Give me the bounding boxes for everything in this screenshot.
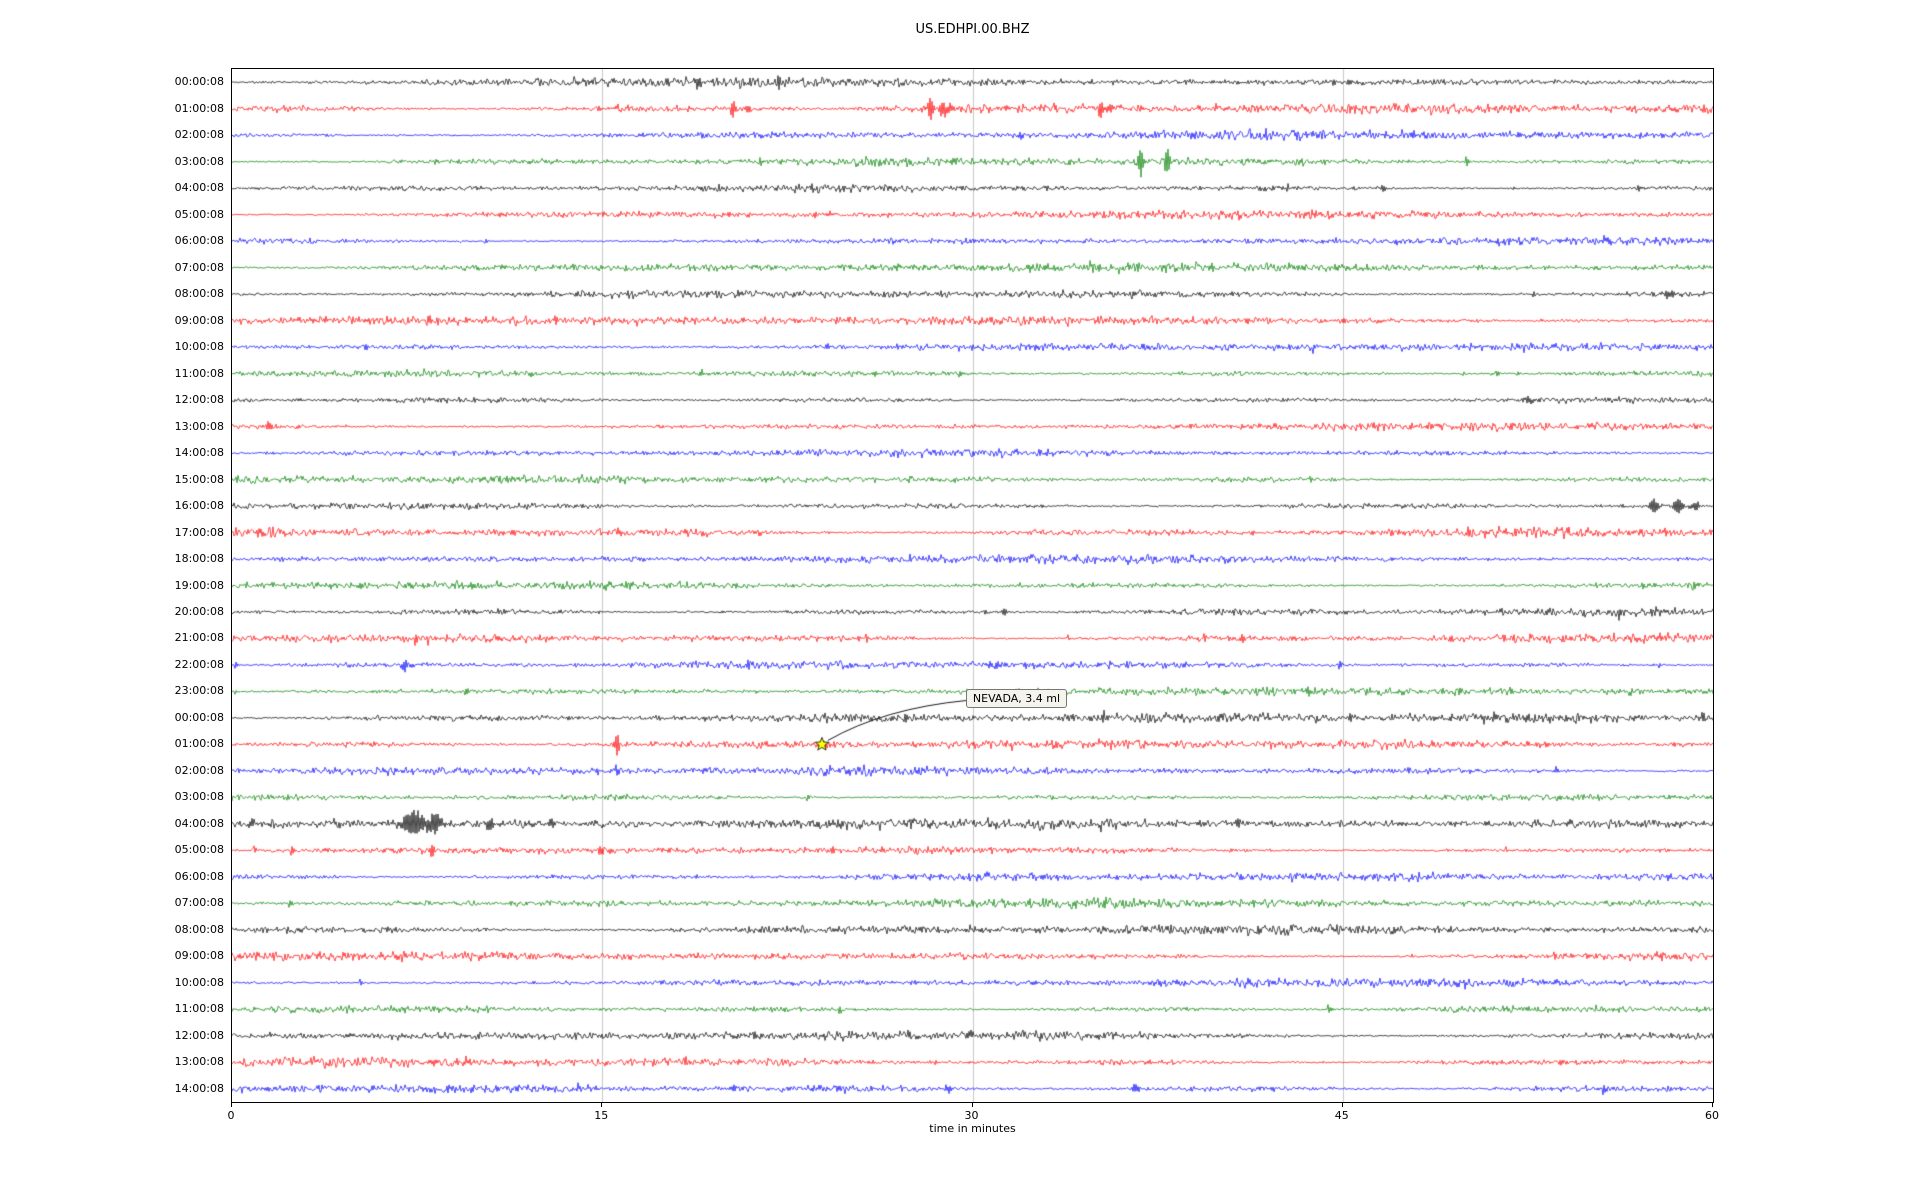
- x-tick-label: 60: [1705, 1109, 1719, 1122]
- row-label: 23:00:08: [174, 684, 224, 698]
- x-tick-label: 15: [594, 1109, 609, 1122]
- x-tick-mark: [231, 1103, 232, 1107]
- row-label: 11:00:08: [174, 366, 224, 380]
- row-label: 01:00:08: [174, 101, 224, 115]
- row-label: 10:00:08: [174, 975, 224, 989]
- row-label: 10:00:08: [174, 340, 224, 354]
- row-label: 09:00:08: [174, 949, 224, 963]
- row-label: 22:00:08: [174, 657, 224, 671]
- row-label: 17:00:08: [174, 525, 224, 539]
- row-label: 08:00:08: [174, 287, 224, 301]
- row-label: 09:00:08: [174, 313, 224, 327]
- row-label: 02:00:08: [174, 128, 224, 142]
- x-axis-label: time in minutes: [929, 1122, 1016, 1135]
- row-label: 06:00:08: [174, 234, 224, 248]
- row-label: 00:00:08: [174, 75, 224, 89]
- row-label: 04:00:08: [174, 816, 224, 830]
- x-tick-mark: [1341, 1103, 1343, 1107]
- row-label: 13:00:08: [174, 1055, 224, 1069]
- row-label: 06:00:08: [174, 869, 224, 883]
- row-label: 08:00:08: [174, 922, 224, 936]
- row-label: 19:00:08: [174, 578, 224, 592]
- x-tick-mark: [601, 1103, 603, 1107]
- row-label: 14:00:08: [174, 1081, 224, 1095]
- row-label: 01:00:08: [174, 737, 224, 751]
- row-label: 16:00:08: [174, 499, 224, 513]
- row-label: 05:00:08: [174, 843, 224, 857]
- row-label: 13:00:08: [174, 419, 224, 433]
- row-label: 18:00:08: [174, 552, 224, 565]
- plot-area: [231, 68, 1714, 1103]
- row-label: 14:00:08: [174, 446, 224, 460]
- row-label: 02:00:08: [174, 763, 224, 777]
- x-tick-mark: [971, 1103, 973, 1107]
- row-label: 04:00:08: [174, 181, 224, 195]
- row-label: 07:00:08: [174, 260, 224, 274]
- seismogram-canvas: [232, 69, 1713, 1102]
- x-tick-label: 0: [227, 1109, 235, 1122]
- x-tick-label: 30: [964, 1109, 979, 1122]
- x-tick-mark: [1712, 1103, 1713, 1107]
- row-label: 03:00:08: [174, 790, 224, 804]
- row-label: 05:00:08: [174, 207, 224, 221]
- row-label: 03:00:08: [174, 154, 224, 168]
- row-label: 11:00:08: [174, 1002, 224, 1016]
- row-label: 00:00:08: [174, 710, 224, 724]
- row-label: 21:00:08: [174, 631, 224, 645]
- row-label: 12:00:08: [174, 393, 224, 407]
- event-annotation: NEVADA, 3.4 ml: [965, 689, 1068, 709]
- row-label: 20:00:08: [174, 604, 224, 618]
- row-label: 15:00:08: [174, 472, 224, 486]
- x-tick-label: 45: [1334, 1109, 1349, 1122]
- row-label: 12:00:08: [174, 1028, 224, 1042]
- row-label: 07:00:08: [174, 896, 224, 910]
- plot-title: US.EDHPI.00.BHZ: [915, 22, 1030, 37]
